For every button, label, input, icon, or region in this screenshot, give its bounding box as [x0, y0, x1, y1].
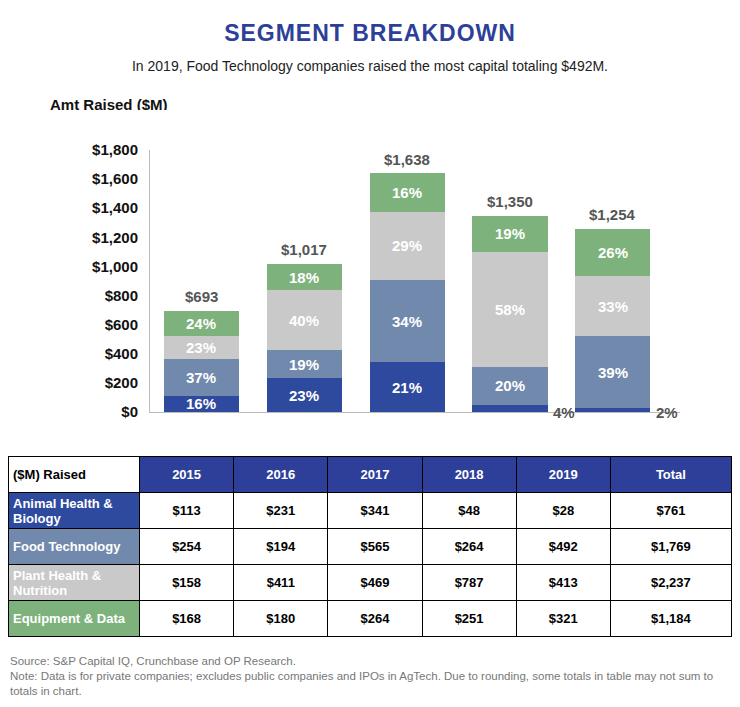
html-text:Amt Raised ($M): Amt Raised ($M): [50, 96, 168, 113]
html-text:2015: 2015: [172, 467, 201, 482]
html-text:In 2019, Food Technology compa: In 2019, Food Technology companies raise…: [132, 58, 608, 74]
svg-text:58%: 58%: [495, 301, 525, 318]
svg-text:$800: $800: [105, 287, 138, 304]
html-text:2018: 2018: [454, 467, 484, 482]
html-text:Animal Health & Biology: Animal Health & Biology: [13, 495, 113, 526]
svg-text:26%: 26%: [598, 244, 628, 261]
svg-text:23%: 23%: [186, 339, 216, 356]
svg-text:23%: 23%: [289, 387, 319, 404]
html-text:$321: $321: [548, 611, 578, 626]
html-text:$761: $761: [656, 503, 686, 518]
html-text:$413: $413: [548, 575, 578, 590]
svg-text:$600: $600: [105, 316, 138, 333]
html-text:$411: $411: [266, 575, 295, 590]
html-text:$565: $565: [360, 539, 390, 554]
svg-text:$1,638: $1,638: [384, 151, 430, 168]
svg-text:16%: 16%: [392, 184, 422, 201]
svg-text:$0: $0: [121, 403, 138, 420]
svg-text:21%: 21%: [392, 379, 422, 396]
html-text:$492: $492: [548, 539, 578, 554]
html-text:2016: 2016: [266, 467, 296, 482]
html-text:$251: $251: [454, 611, 484, 626]
svg-text:$1,254: $1,254: [589, 206, 636, 223]
svg-text:$693: $693: [185, 288, 218, 305]
svg-text:$1,017: $1,017: [281, 241, 327, 258]
html-text:$158: $158: [172, 575, 201, 590]
html-text:Source: S&P Capital IQ, Crunch: Source: S&P Capital IQ, Crunchbase and O…: [10, 655, 296, 667]
html-text:$254: $254: [172, 539, 201, 554]
svg-text:$400: $400: [105, 345, 138, 362]
svg-text:40%: 40%: [289, 312, 319, 329]
html-text:$2,237: $2,237: [651, 575, 691, 590]
html-text:$1,184: $1,184: [651, 611, 691, 626]
svg-text:$1,800: $1,800: [92, 141, 138, 158]
html-text:$264: $264: [454, 539, 484, 554]
html-text:$341: $341: [360, 503, 390, 518]
html-text:$48: $48: [458, 503, 480, 518]
html-text:Equipment & Data: Equipment & Data: [13, 611, 125, 626]
html-text:$469: $469: [360, 575, 390, 590]
html-text:$180: $180: [266, 611, 296, 626]
html-text:Plant Health & Nutrition: Plant Health & Nutrition: [13, 567, 102, 598]
html-text:Total: Total: [655, 467, 686, 482]
html-text:2017: 2017: [360, 467, 390, 482]
svg-text:$200: $200: [105, 374, 138, 391]
html-text:($M) Raised: ($M) Raised: [13, 467, 86, 482]
svg-text:16%: 16%: [186, 395, 216, 412]
svg-text:$1,400: $1,400: [92, 199, 138, 216]
svg-text:39%: 39%: [598, 364, 628, 381]
svg-text:20%: 20%: [495, 377, 525, 394]
svg-text:37%: 37%: [186, 369, 216, 386]
svg-text:4%: 4%: [553, 404, 575, 421]
html-text:$231: $231: [266, 503, 296, 518]
html-text:SEGMENT BREAKDOWN: SEGMENT BREAKDOWN: [224, 20, 516, 46]
svg-text:19%: 19%: [289, 356, 319, 373]
svg-text:19%: 19%: [495, 225, 525, 242]
svg-text:2%: 2%: [656, 404, 678, 421]
html-text:$194: $194: [266, 539, 296, 554]
html-text:$1,769: $1,769: [651, 539, 691, 554]
svg-text:$1,000: $1,000: [92, 258, 138, 275]
svg-text:29%: 29%: [392, 237, 422, 254]
html-text:$168: $168: [172, 611, 201, 626]
svg-text:33%: 33%: [598, 298, 628, 315]
svg-text:34%: 34%: [392, 313, 422, 330]
svg-text:18%: 18%: [289, 269, 319, 286]
html-text:2019: 2019: [548, 467, 578, 482]
html-text:Note: Data is for private comp: Note: Data is for private companies; exc…: [10, 670, 714, 697]
svg-text:$1,600: $1,600: [92, 170, 138, 187]
html-text:Food Technology: Food Technology: [13, 539, 121, 554]
html-text:$787: $787: [454, 575, 484, 590]
html-text:$113: $113: [172, 503, 201, 518]
svg-text:$1,200: $1,200: [92, 229, 138, 246]
svg-text:24%: 24%: [186, 315, 216, 332]
svg-text:$1,350: $1,350: [487, 193, 533, 210]
html-text:$28: $28: [552, 503, 575, 518]
html-text:$264: $264: [360, 611, 390, 626]
